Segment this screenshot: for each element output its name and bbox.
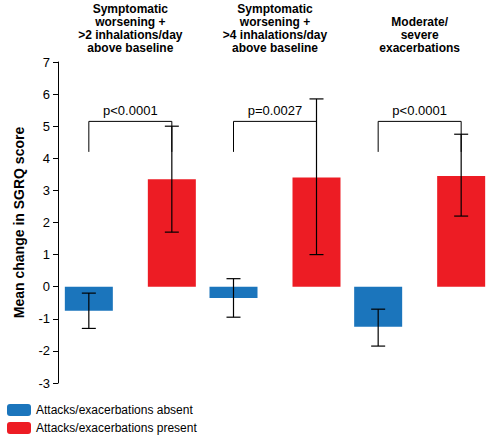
svg-text:7: 7 [43,55,50,70]
svg-text:worsening +: worsening + [239,15,310,29]
svg-text:worsening +: worsening + [94,15,165,29]
svg-text:5: 5 [43,119,50,134]
svg-text:Moderate/: Moderate/ [391,15,448,29]
svg-text:exacerbations: exacerbations [379,41,460,55]
svg-text:Symptomatic: Symptomatic [93,2,169,16]
svg-text:above baseline: above baseline [232,41,318,55]
svg-text:p<0.0001: p<0.0001 [392,103,447,118]
svg-text:4: 4 [43,151,50,166]
svg-text:Attacks/exacerbations present: Attacks/exacerbations present [36,421,197,435]
svg-text:-1: -1 [38,311,50,326]
svg-text:0: 0 [43,279,50,294]
svg-text:3: 3 [43,183,50,198]
svg-text:1: 1 [43,247,50,262]
svg-text:6: 6 [43,87,50,102]
svg-text:Symptomatic: Symptomatic [237,2,313,16]
svg-text:>2 inhalations/day: >2 inhalations/day [78,28,183,42]
svg-text:-3: -3 [38,376,50,391]
svg-text:p<0.0001: p<0.0001 [103,103,158,118]
svg-text:p=0.0027: p=0.0027 [248,103,303,118]
svg-text:severe: severe [401,28,439,42]
svg-text:Attacks/exacerbations absent: Attacks/exacerbations absent [36,403,193,417]
svg-text:Mean change in SGRQ score: Mean change in SGRQ score [11,127,27,319]
svg-text:-2: -2 [38,343,50,358]
svg-text:above baseline: above baseline [87,41,173,55]
svg-text:>4 inhalations/day: >4 inhalations/day [223,28,328,42]
svg-text:2: 2 [43,215,50,230]
